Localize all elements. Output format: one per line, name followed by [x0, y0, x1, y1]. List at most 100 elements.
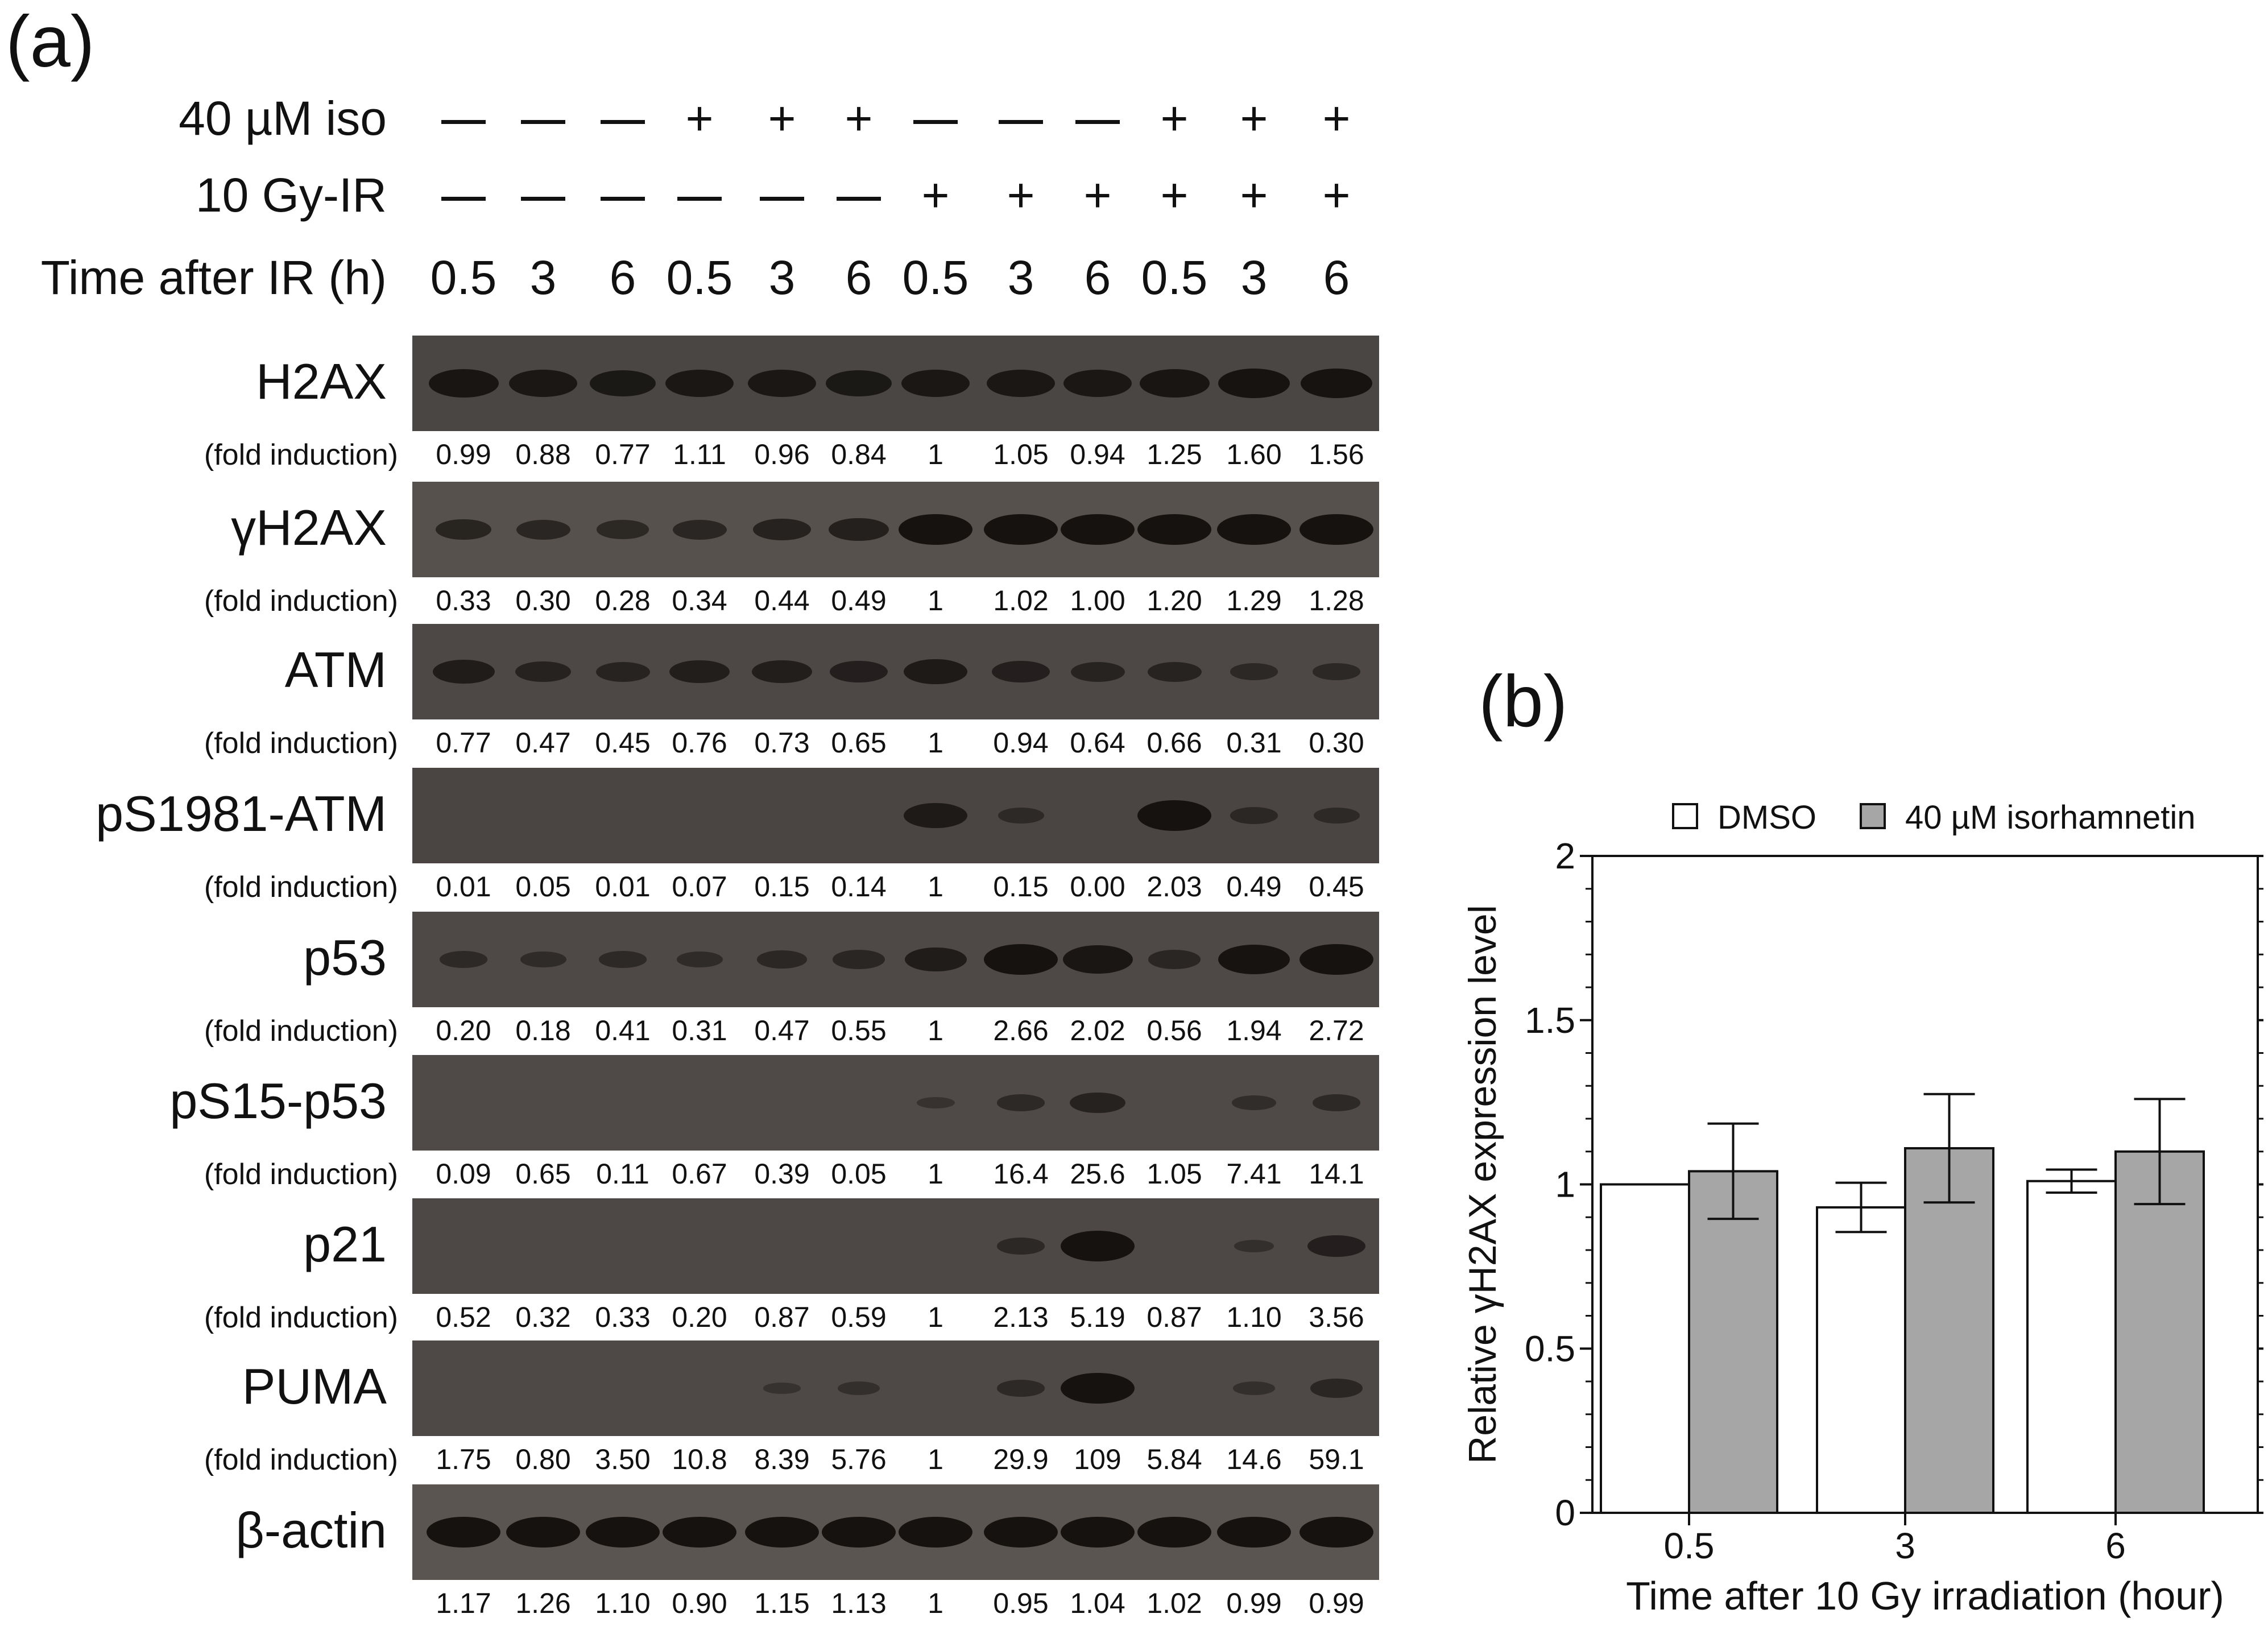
- minus-sign: [600, 197, 645, 201]
- fold-value: 1.05: [993, 438, 1049, 470]
- fold-value: 1.02: [993, 585, 1049, 617]
- fold-value: 0.41: [595, 1015, 651, 1046]
- condition-label: Time after IR (h): [40, 251, 387, 304]
- blot-band: [984, 514, 1058, 545]
- fold-value: 14.6: [1226, 1443, 1282, 1475]
- fold-value: 1: [928, 1301, 943, 1333]
- condition-value: +: [1240, 168, 1268, 222]
- fold-value: 5.84: [1147, 1443, 1202, 1475]
- fold-value: 0.15: [993, 871, 1049, 903]
- fold-value: 1: [928, 438, 943, 470]
- blot-band: [1137, 800, 1211, 831]
- fold-value: 0.94: [1070, 438, 1125, 470]
- blot-band: [515, 661, 572, 682]
- fold-value: 7.41: [1226, 1158, 1282, 1190]
- fold-value: 5.76: [831, 1443, 887, 1475]
- blot-image: [412, 768, 1379, 863]
- blot-band: [435, 519, 492, 540]
- fold-value: 1.25: [1147, 438, 1202, 470]
- condition-value: —: [981, 91, 1061, 146]
- fold-value: 0.01: [436, 871, 491, 903]
- condition-value: —: [819, 168, 899, 223]
- fold-value: 0.33: [595, 1301, 651, 1333]
- protein-label: γH2AX: [231, 499, 387, 556]
- blot-image: [412, 1198, 1379, 1294]
- blot-band: [752, 660, 812, 684]
- blot-band: [753, 518, 811, 541]
- blot-band: [672, 519, 727, 540]
- blot-band: [1313, 808, 1360, 824]
- blot-band: [598, 951, 647, 968]
- fold-induction-label: (fold induction): [204, 1158, 398, 1191]
- fold-value: 0.30: [515, 585, 571, 617]
- x-tick-label: 0.5: [1664, 1525, 1715, 1566]
- condition-value: —: [424, 168, 503, 223]
- fold-value: 1.29: [1226, 585, 1282, 617]
- condition-value: 0.5: [1141, 251, 1208, 304]
- condition-label: 40 µM iso: [179, 92, 387, 145]
- blot-band: [996, 1380, 1045, 1397]
- protein-label: p53: [303, 929, 387, 986]
- fold-value: 0.55: [831, 1015, 887, 1046]
- fold-value: 1.02: [1147, 1587, 1202, 1619]
- minus-sign: [520, 120, 565, 125]
- condition-value: 0.5: [430, 251, 497, 304]
- blot-band: [996, 1094, 1045, 1111]
- fold-value: 0.31: [1226, 727, 1282, 759]
- fold-value: 0.49: [1226, 871, 1282, 903]
- fold-value: 8.39: [754, 1443, 810, 1475]
- fold-value: 0.01: [595, 871, 651, 903]
- fold-value: 1: [928, 1587, 943, 1619]
- protein-label: pS1981-ATM: [96, 785, 387, 842]
- bar-chart: 0 0.5 1 1.5 2 0.5 3 6 Time after 10 Gy irradiati…: [1461, 836, 2263, 1618]
- condition-value: —: [503, 168, 583, 223]
- condition-value: +: [845, 92, 873, 145]
- blot-band: [1137, 514, 1211, 545]
- fold-value: 0.59: [831, 1301, 887, 1333]
- fold-value: 0.39: [754, 1158, 810, 1190]
- fold-value: 1.11: [673, 438, 726, 470]
- y-tick-label: 1: [1555, 1164, 1575, 1205]
- condition-value: —: [503, 91, 583, 146]
- blot-band: [665, 369, 734, 398]
- fold-value: 2.66: [993, 1015, 1049, 1046]
- fold-value: 0.73: [754, 727, 810, 759]
- protein-label: PUMA: [242, 1358, 387, 1414]
- fold-value: 0.34: [672, 585, 727, 617]
- condition-value: —: [1058, 91, 1137, 146]
- fold-value: 0.84: [831, 438, 887, 470]
- condition-value: 3: [529, 251, 557, 304]
- panel-b-label: (b): [1479, 661, 1568, 742]
- blot-band: [1063, 369, 1132, 398]
- fold-value: 2.13: [993, 1301, 1049, 1333]
- condition-value: 6: [845, 251, 872, 304]
- blot-band: [830, 660, 888, 683]
- blot-band: [1230, 807, 1278, 824]
- fold-value: 1.10: [1226, 1301, 1282, 1333]
- fold-value: 0.94: [993, 727, 1049, 759]
- y-axis-title: Relative γH2AX expression level: [1461, 905, 1504, 1464]
- condition-value: 6: [1084, 251, 1111, 304]
- blot-band: [998, 808, 1044, 824]
- fold-value: 0.99: [1226, 1587, 1282, 1619]
- blot-band: [427, 1517, 500, 1548]
- fold-value: 0.67: [672, 1158, 727, 1190]
- blot-image: [412, 336, 1379, 431]
- fold-value: 1: [928, 871, 943, 903]
- protein-label: H2AX: [256, 353, 387, 409]
- fold-value: 0.95: [993, 1587, 1049, 1619]
- blot-band: [516, 519, 570, 540]
- condition-value: 3: [768, 251, 796, 304]
- protein-label: ATM: [284, 642, 387, 698]
- blot-band: [992, 660, 1050, 683]
- blot-band: [1147, 661, 1202, 682]
- blot-image: [412, 624, 1379, 719]
- x-tick-label: 6: [2105, 1525, 2126, 1566]
- chart-legend: DMSO 40 µM isorhamnetin: [1672, 796, 2258, 842]
- fold-value: 0.15: [754, 871, 810, 903]
- fold-value: 0.66: [1147, 727, 1202, 759]
- condition-value: +: [1160, 92, 1189, 145]
- blot-band: [506, 1517, 580, 1548]
- fold-value: 0.80: [515, 1443, 571, 1475]
- fold-value: 0.05: [515, 871, 571, 903]
